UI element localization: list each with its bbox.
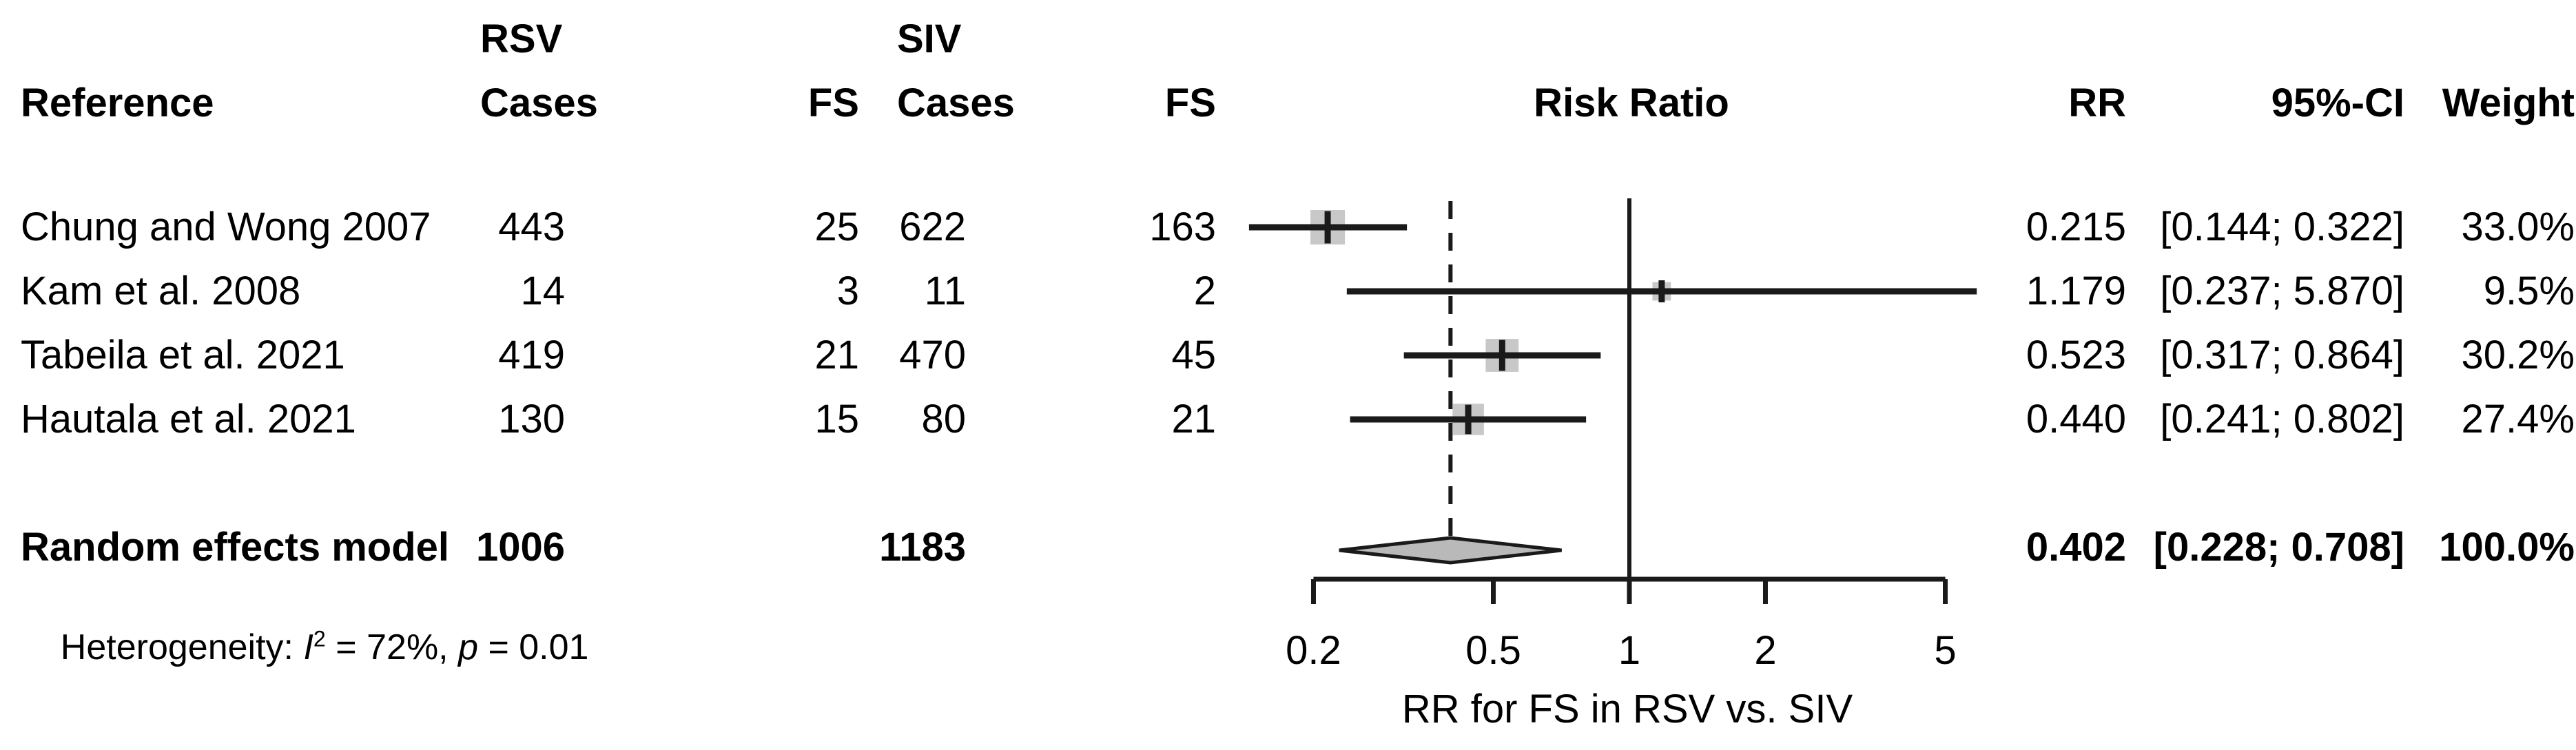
- pooled-weight: 100.0%: [2439, 525, 2575, 570]
- pooled-rr-value: 0.402: [2026, 525, 2126, 570]
- cell-rsv-cases: 443: [498, 205, 565, 249]
- col-header-rsv-cases: Cases: [480, 81, 598, 125]
- cell-siv-cases: 622: [899, 205, 966, 249]
- pooled-ci-value: [0.228; 0.708]: [2153, 525, 2404, 570]
- cell-ci-text: [0.144; 0.322]: [2160, 205, 2404, 249]
- cell-rsv-fs: 21: [814, 333, 859, 377]
- cell-rr-text: 0.440: [2026, 397, 2126, 441]
- cell-weight-text: 27.4%: [2461, 397, 2575, 441]
- x-tick-label: 0.2: [1286, 628, 1341, 673]
- cell-siv-fs: 2: [1193, 269, 1216, 313]
- x-axis-title: RR for FS in RSV vs. SIV: [1401, 687, 1853, 731]
- cell-rsv-cases: 419: [498, 333, 565, 377]
- cell-reference: Hautala et al. 2021: [21, 397, 356, 441]
- cell-rr-text: 1.179: [2026, 269, 2126, 313]
- col-header-rsv-fs: FS: [807, 81, 859, 125]
- het-tail: = 0.01: [478, 627, 589, 667]
- col-group-rsv: RSV: [480, 17, 563, 61]
- cell-siv-fs: 21: [1171, 397, 1216, 441]
- col-header-siv-fs: FS: [1164, 81, 1216, 125]
- cell-siv-fs: 163: [1149, 205, 1216, 249]
- effect-tick: [1465, 404, 1472, 435]
- cell-weight-text: 9.5%: [2483, 269, 2575, 313]
- cell-weight-text: 30.2%: [2461, 333, 2575, 377]
- pooled-siv-total: 1183: [879, 525, 966, 570]
- x-tick-label: 2: [1754, 628, 1777, 673]
- col-header-risk-ratio: Risk Ratio: [1534, 81, 1729, 125]
- cell-siv-cases: 80: [921, 397, 966, 441]
- col-header-weight: Weight: [2442, 81, 2575, 125]
- cell-reference: Tabeila et al. 2021: [21, 333, 345, 377]
- het-p-symbol: p: [458, 627, 478, 667]
- cell-rsv-fs: 3: [836, 269, 859, 313]
- cell-weight-text: 33.0%: [2461, 205, 2575, 249]
- x-tick-label: 0.5: [1465, 628, 1521, 673]
- cell-rsv-cases: 130: [498, 397, 565, 441]
- pooled-diamond: [1339, 536, 1562, 565]
- het-i-symbol: I: [303, 627, 313, 667]
- col-header-reference: Reference: [21, 81, 214, 125]
- cell-rr-text: 0.215: [2026, 205, 2126, 249]
- heterogeneity-note: Heterogeneity: I2 = 72%, p = 0.01: [21, 594, 589, 701]
- cell-rsv-fs: 15: [814, 397, 859, 441]
- het-i-sup: 2: [313, 626, 326, 652]
- cell-rr-text: 0.523: [2026, 333, 2126, 377]
- cell-ci-text: [0.241; 0.802]: [2160, 397, 2404, 441]
- cell-ci-text: [0.237; 5.870]: [2160, 269, 2404, 313]
- cell-rsv-fs: 25: [814, 205, 859, 249]
- col-header-siv-cases: Cases: [897, 81, 1015, 125]
- cell-reference: Chung and Wong 2007: [21, 205, 431, 249]
- cell-siv-fs: 45: [1171, 333, 1216, 377]
- cell-reference: Kam et al. 2008: [21, 269, 301, 313]
- effect-tick: [1498, 340, 1505, 371]
- het-mid: = 72%,: [325, 627, 459, 667]
- het-prefix: Heterogeneity:: [60, 627, 304, 667]
- cell-rsv-cases: 14: [520, 269, 565, 313]
- cell-ci-text: [0.317; 0.864]: [2160, 333, 2404, 377]
- effect-tick: [1324, 211, 1331, 244]
- x-tick-label: 1: [1618, 628, 1641, 673]
- cell-siv-cases: 470: [899, 333, 966, 377]
- col-header-rr: RR: [2068, 81, 2126, 125]
- effect-tick: [1658, 280, 1665, 302]
- col-group-siv: SIV: [897, 17, 962, 61]
- pooled-rsv-total: 1006: [475, 525, 565, 570]
- cell-siv-cases: 11: [924, 269, 966, 313]
- col-header-ci: 95%-CI: [2271, 81, 2404, 125]
- x-tick-label: 5: [1934, 628, 1957, 673]
- pooled-label: Random effects model: [21, 525, 449, 570]
